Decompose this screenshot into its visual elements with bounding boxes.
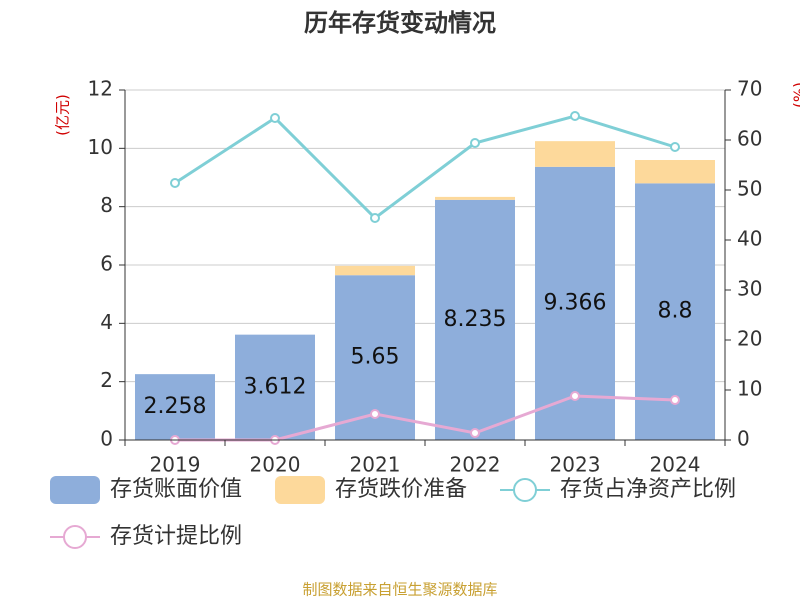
y-axis-label: (亿元): [54, 94, 72, 136]
y2-tick-label: 40: [737, 227, 762, 251]
line-point: [470, 428, 480, 438]
y-tick-label: 0: [100, 427, 113, 451]
bar-value-label: 9.366: [544, 290, 607, 315]
legend-icon: [275, 476, 325, 504]
line-point: [370, 213, 380, 223]
y2-tick-label: 20: [737, 327, 762, 351]
y2-tick-label: 50: [737, 177, 762, 201]
bar-value-label: 3.612: [244, 374, 307, 399]
legend-icon: [63, 525, 87, 549]
line-point: [270, 113, 280, 123]
bar: [135, 374, 215, 440]
line-point: [570, 391, 580, 401]
line-point: [170, 178, 180, 188]
y2-tick-label: 60: [737, 127, 762, 151]
grid: [125, 89, 725, 441]
y2-tick-label: 30: [737, 277, 762, 301]
chart-title: 历年存货变动情况: [304, 9, 496, 37]
bar-value-label: 8.8: [658, 299, 693, 324]
legend-label: 存货占净资产比例: [560, 477, 736, 502]
source-note: 制图数据来自恒生聚源数据库: [302, 581, 497, 599]
bar: [435, 196, 515, 200]
y2-tick-label: 10: [737, 377, 762, 401]
y-tick-label: 2: [100, 368, 113, 392]
y2-axis-label: (%): [791, 82, 800, 108]
legend-icon: [513, 478, 537, 502]
bar: [335, 265, 415, 276]
y-tick-label: 10: [88, 135, 113, 159]
legend-label: 存货账面价值: [110, 477, 242, 502]
bar: [535, 141, 615, 167]
line-point: [370, 409, 380, 419]
line-point: [570, 111, 580, 121]
line-point: [470, 138, 480, 148]
bar: [635, 160, 715, 184]
x-tick-label: 2022: [450, 453, 501, 477]
legend-label: 存货计提比例: [110, 524, 242, 549]
bar-value-label: 5.65: [351, 345, 400, 370]
legend-icon: [50, 476, 100, 504]
x-tick-label: 2023: [550, 453, 601, 477]
bar-value-label: 8.235: [444, 307, 507, 332]
line-point: [670, 142, 680, 152]
bar-value-label: 2.258: [144, 394, 207, 419]
x-tick-label: 2021: [350, 453, 401, 477]
y2-tick-label: 0: [737, 427, 750, 451]
y-tick-label: 6: [100, 252, 113, 276]
x-tick-label: 2024: [650, 453, 701, 477]
x-tick-label: 2020: [250, 453, 301, 477]
y-tick-label: 12: [88, 77, 113, 101]
legend-label: 存货跌价准备: [335, 477, 467, 502]
y2-tick-label: 70: [737, 77, 762, 101]
line-point: [670, 395, 680, 405]
bar: [235, 334, 315, 440]
y-tick-label: 8: [100, 193, 113, 217]
y-tick-label: 4: [100, 310, 113, 334]
x-tick-label: 2019: [150, 453, 201, 477]
bar: [435, 199, 515, 440]
line-series: [174, 114, 676, 220]
